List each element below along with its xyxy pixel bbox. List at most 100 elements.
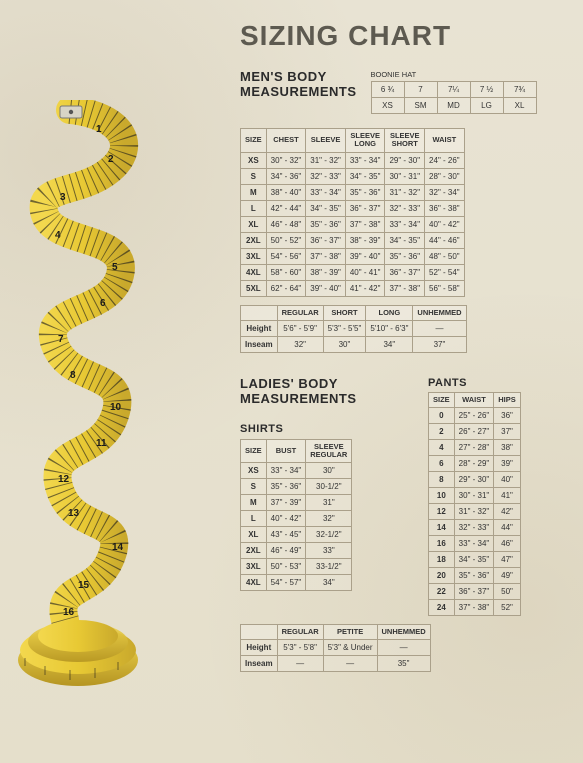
table-cell: 42" - 44" [266,200,306,216]
table-cell: 38" - 40" [266,184,306,200]
table-cell: 30" [306,463,352,479]
column-header: UNHEMMED [377,625,430,640]
pants-label: PANTS [428,377,521,389]
table-cell: 40" - 42" [266,511,306,527]
column-header: UNHEMMED [413,305,466,320]
table-cell: 37" [494,424,521,440]
table-cell: LG [470,98,503,114]
mens-section: MEN'S BODY MEASUREMENTS BOONIE HAT 6 ¾77… [240,70,565,353]
table-cell: XL [241,216,267,232]
table-row: 2XL46" - 49"33" [241,543,352,559]
table-cell: 44" - 46" [425,232,465,248]
table-row: XSSMMDLGXL [371,98,536,114]
table-cell: 31" - 32" [385,184,425,200]
table-cell: 20 [429,568,455,584]
shirts-label: SHIRTS [240,423,410,435]
table-row: 2XL50" - 52"36" - 37"38" - 39"34" - 35"4… [241,232,465,248]
table-row: S35" - 36"30-1/2" [241,479,352,495]
column-header: SLEEVE [306,129,346,153]
table-cell: 50" - 52" [266,232,306,248]
table-cell: L [241,200,267,216]
ladies-length-table: REGULARPETITEUNHEMMEDHeight5'3" - 5'8"5'… [240,624,431,672]
table-row: 4XL54" - 57"34" [241,575,352,591]
table-cell: 29" - 30" [385,152,425,168]
table-cell: 29" - 30" [454,472,494,488]
table-cell: XS [241,463,267,479]
table-row: Inseam——35" [241,656,431,672]
table-cell: 33-1/2" [306,559,352,575]
table-cell: 35" - 36" [266,479,306,495]
table-cell: S [241,168,267,184]
table-cell: 48" - 50" [425,248,465,264]
table-cell: 26" - 27" [454,424,494,440]
table-cell: 34" - 35" [385,232,425,248]
boonie-hat-table: 6 ¾77¼7 ½7¾XSSMMDLGXL [371,81,537,114]
table-cell: 62" - 64" [266,280,306,296]
table-cell: M [241,495,267,511]
table-row: 3XL50" - 53"33-1/2" [241,559,352,575]
table-cell: 56" - 58" [425,280,465,296]
table-cell: 38" - 39" [306,264,346,280]
table-cell: XS [371,98,404,114]
table-cell: 49" [494,568,521,584]
table-cell: L [241,511,267,527]
table-cell: MD [437,98,470,114]
table-cell: 50" - 53" [266,559,306,575]
table-cell: 5'3" & Under [323,640,377,656]
table-cell: 52" - 54" [425,264,465,280]
table-row: M37" - 39"31" [241,495,352,511]
table-cell: 25" - 26" [454,408,494,424]
table-cell: 33" [306,543,352,559]
table-cell: 39" [494,456,521,472]
table-cell: 50" [494,584,521,600]
table-cell: 46" [494,536,521,552]
column-header: LONG [366,305,413,320]
column-header: REGULAR [277,305,323,320]
table-row: 2035" - 36"49" [429,568,521,584]
table-cell: 36" [494,408,521,424]
table-cell: 30" - 31" [454,488,494,504]
column-header [241,625,278,640]
table-cell: 44" [494,520,521,536]
table-row: Inseam32"30"34"37" [241,336,467,352]
table-cell: — [277,656,323,672]
table-cell: 36" - 37" [454,584,494,600]
table-cell: Height [241,640,278,656]
table-cell: M [241,184,267,200]
table-cell: 32-1/2" [306,527,352,543]
table-cell: 36" - 37" [306,232,346,248]
column-header: WAIST [425,129,465,153]
table-cell: 7¼ [437,82,470,98]
table-cell: 28" - 30" [425,168,465,184]
table-cell: 5XL [241,280,267,296]
ladies-heading: LADIES' BODY MEASUREMENTS [240,377,410,407]
table-cell: 36" - 38" [425,200,465,216]
table-cell: 31" - 32" [454,504,494,520]
table-cell: XL [503,98,536,114]
table-row: L40" - 42"32" [241,511,352,527]
table-row: Height5'6" - 5'9"5'3" - 5'5"5'10" - 6'3"… [241,320,467,336]
table-cell: 2XL [241,232,267,248]
table-cell: 5'3" - 5'5" [323,320,366,336]
table-cell: 6 ¾ [371,82,404,98]
table-cell: 24 [429,600,455,616]
column-header: SLEEVEREGULAR [306,439,352,463]
table-row: Height5'3" - 5'8"5'3" & Under— [241,640,431,656]
column-header: SHORT [323,305,366,320]
table-cell: 6 [429,456,455,472]
table-cell: 22 [429,584,455,600]
table-cell: 37" - 38" [306,248,346,264]
column-header: SIZE [241,129,267,153]
table-cell: 52" [494,600,521,616]
table-row: 6 ¾77¼7 ½7¾ [371,82,536,98]
table-cell: 30" - 31" [385,168,425,184]
table-cell: Inseam [241,336,278,352]
table-row: 1834" - 35"47" [429,552,521,568]
table-cell: 40" [494,472,521,488]
table-cell: SM [404,98,437,114]
ladies-pants-table: SIZEWAISTHIPS025" - 26"36"226" - 27"37"4… [428,392,521,616]
table-row: 226" - 27"37" [429,424,521,440]
table-cell: 58" - 60" [266,264,306,280]
table-cell: 7¾ [503,82,536,98]
table-row: 025" - 26"36" [429,408,521,424]
